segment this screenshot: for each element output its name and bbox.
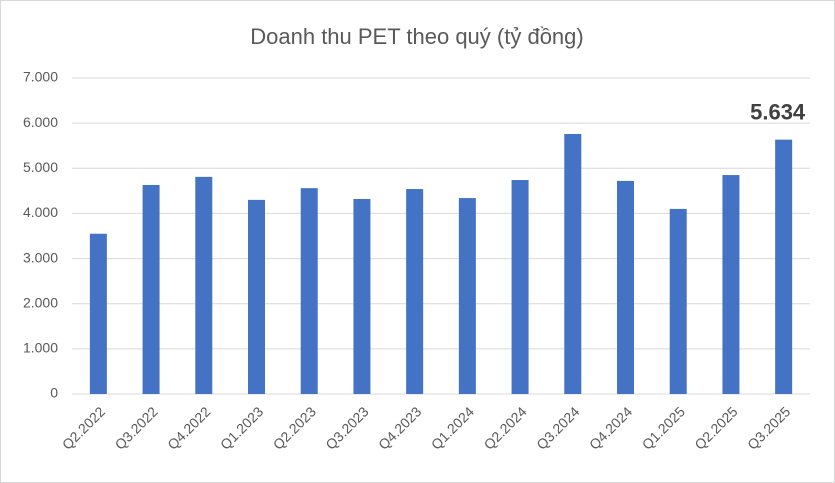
y-tick-label: 5.000: [23, 159, 58, 175]
bar: [669, 208, 687, 394]
bar: [195, 176, 213, 394]
bar: [406, 189, 424, 394]
y-tick-label: 7.000: [23, 69, 58, 85]
chart-title: Doanh thu PET theo quý (tỷ đồng): [250, 24, 583, 49]
bar: [248, 199, 265, 394]
y-tick-label: 3.000: [23, 249, 58, 265]
bar: [617, 180, 634, 394]
y-tick-label: 1.000: [23, 340, 58, 356]
bar: [353, 198, 371, 394]
bar: [722, 175, 740, 394]
bar: [458, 198, 476, 394]
y-tick-label: 0: [50, 385, 58, 401]
bar: [89, 233, 107, 394]
bar: [511, 180, 529, 394]
y-tick-label: 4.000: [23, 204, 58, 220]
y-tick-label: 2.000: [23, 294, 58, 310]
bar: [775, 139, 793, 394]
data-label: 5.634: [750, 99, 806, 124]
bar: [142, 184, 160, 394]
bar: [564, 133, 582, 394]
y-tick-label: 6.000: [23, 114, 58, 130]
bar: [300, 188, 318, 394]
